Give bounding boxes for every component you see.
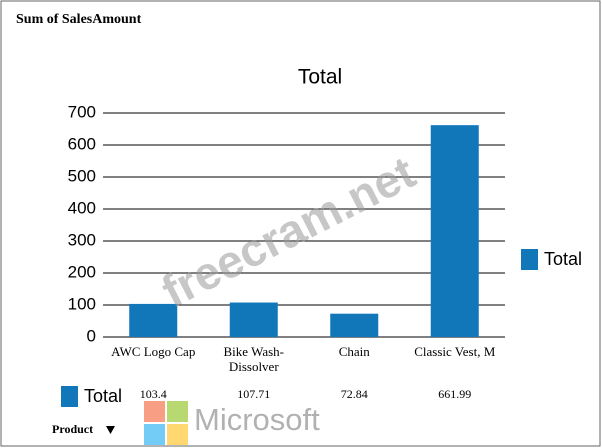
x-tick-label-box: Bike Wash-Dissolver xyxy=(223,344,284,374)
data-table-value: 72.84 xyxy=(341,387,368,401)
legend-key xyxy=(521,249,538,270)
data-table-value: 103.4 xyxy=(140,387,167,401)
logo-square xyxy=(167,424,188,445)
row-field-label[interactable]: Product xyxy=(52,422,93,436)
y-tick-label: 700 xyxy=(68,102,96,121)
x-tick-label: Bike Wash-Dissolver xyxy=(223,344,284,374)
y-tick-label: 500 xyxy=(68,166,96,185)
y-tick-label: 0 xyxy=(87,326,96,345)
watermark-text: Microsoft xyxy=(194,402,320,437)
x-tick-label-box: AWC Logo Cap xyxy=(111,344,196,359)
bar xyxy=(129,303,178,337)
logo-square xyxy=(167,401,188,422)
y-tick-label: 300 xyxy=(68,230,96,249)
y-tick-label: 100 xyxy=(68,294,96,313)
y-tick-label: 600 xyxy=(68,134,96,153)
x-tick-label: Classic Vest, M xyxy=(414,344,496,359)
data-table-key xyxy=(61,386,78,407)
logo-square xyxy=(144,424,165,445)
chart-title: Total xyxy=(298,66,342,89)
bar xyxy=(229,302,278,337)
logo-square xyxy=(144,401,165,422)
x-tick-label-box: Classic Vest, M xyxy=(414,344,496,359)
x-tick-label: Chain xyxy=(338,344,370,359)
dropdown-arrow[interactable] xyxy=(106,426,115,434)
bar xyxy=(330,313,379,337)
bar xyxy=(430,125,479,337)
data-table-value: 661.99 xyxy=(438,387,471,401)
legend-label: Total xyxy=(544,249,582,269)
product-field-button[interactable]: Product xyxy=(52,422,115,436)
x-tick-label: AWC Logo Cap xyxy=(111,344,196,359)
pivot-data-field: Sum of SalesAmount xyxy=(16,12,142,27)
x-tick-label-box: Chain xyxy=(338,344,370,359)
y-tick-label: 200 xyxy=(68,262,96,281)
data-table-series: Total xyxy=(84,386,122,406)
y-tick-label: 400 xyxy=(68,198,96,217)
data-table-value: 107.71 xyxy=(237,387,270,401)
